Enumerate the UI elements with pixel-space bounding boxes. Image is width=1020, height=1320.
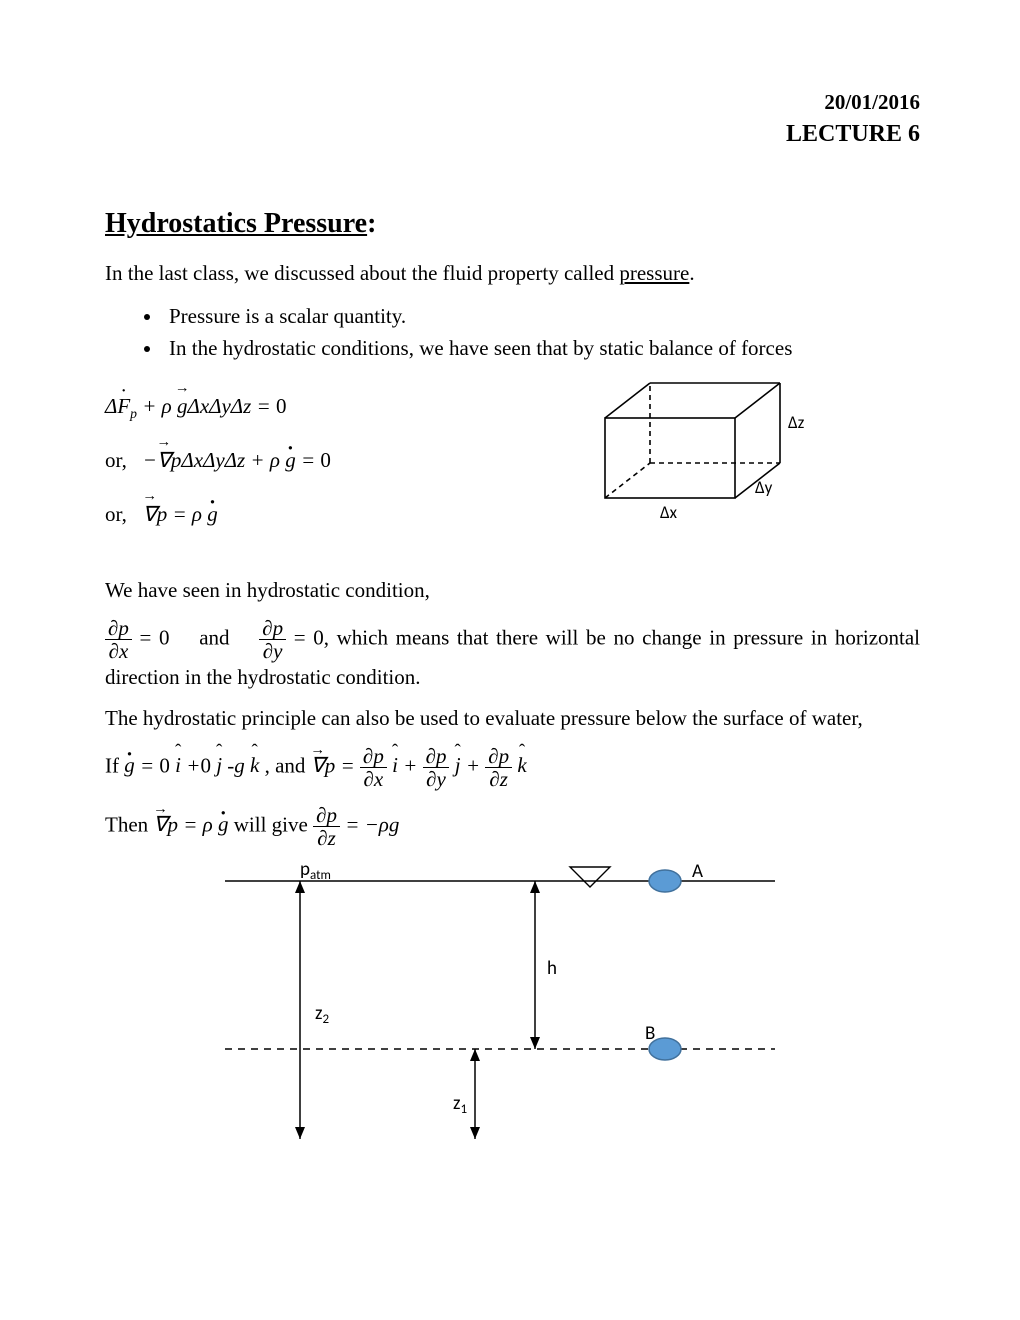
then-line: Then ∇p = ρ g will give ∂p∂z = −ρg [105, 804, 920, 849]
eq-3: or, ∇p = ρ g [105, 491, 525, 537]
title-text: Hydrostatics Pressure [105, 208, 367, 239]
and-2: , and [265, 753, 311, 777]
and-1: and [199, 625, 229, 649]
title-colon: : [367, 208, 376, 239]
if-word: If [105, 753, 124, 777]
then-mid: will give [234, 812, 313, 836]
label-patm: patm [300, 859, 331, 883]
bullet-list: Pressure is a scalar quantity. In the hy… [105, 300, 920, 365]
cube-dx: Δx [660, 502, 678, 523]
section-title: Hydrostatics Pressure: [105, 208, 920, 240]
intro-pre: In the last class, we discussed about th… [105, 261, 619, 285]
eq-1: ΔFp + ρ gΔxΔyΔz = 0 [105, 383, 525, 429]
dpdy: ∂p ∂y [259, 617, 286, 662]
bullet-2: In the hydrostatic conditions, we have s… [163, 332, 920, 365]
cube-svg: Δx Δy Δz [575, 373, 825, 533]
cube-dz: Δz [788, 412, 805, 433]
intro-paragraph: In the last class, we discussed about th… [105, 258, 920, 290]
para-2: We have seen in hydrostatic condition, [105, 575, 920, 607]
label-B: B [645, 1022, 655, 1045]
equation-row: ΔFp + ρ gΔxΔyΔz = 0 or, −∇pΔxΔyΔz + ρ g … [105, 383, 920, 546]
if-line: If g = 0 i +0 j -g k , and ∇p = ∂p∂x i +… [105, 745, 920, 790]
label-z1: z1 [453, 1092, 467, 1117]
equation-column: ΔFp + ρ gΔxΔyΔz = 0 or, −∇pΔxΔyΔz + ρ g … [105, 383, 525, 546]
depth-diagram: A patm B h z2 z1 [205, 859, 920, 1154]
lecture-number: LECTURE 6 [105, 121, 920, 148]
cube-dy: Δy [755, 477, 773, 498]
page: 20/01/2016 LECTURE 6 Hydrostatics Pressu… [0, 0, 1020, 1320]
partial-eq-line: ∂p ∂x = 0 and ∂p ∂y = 0, which means tha… [105, 617, 920, 694]
label-A: A [692, 860, 703, 883]
intro-underlined: pressure [619, 261, 689, 285]
then-pre: Then [105, 812, 153, 836]
para-4: The hydrostatic principle can also be us… [105, 703, 920, 735]
date: 20/01/2016 [105, 90, 920, 115]
label-h: h [547, 957, 557, 980]
depth-svg: A patm B h z2 z1 [205, 859, 815, 1149]
dpdx: ∂p ∂x [105, 617, 132, 662]
label-z2: z2 [315, 1002, 330, 1027]
eq-2: or, −∇pΔxΔyΔz + ρ g = 0 [105, 437, 525, 483]
bullet-1: Pressure is a scalar quantity. [163, 300, 920, 333]
intro-post: . [689, 261, 694, 285]
